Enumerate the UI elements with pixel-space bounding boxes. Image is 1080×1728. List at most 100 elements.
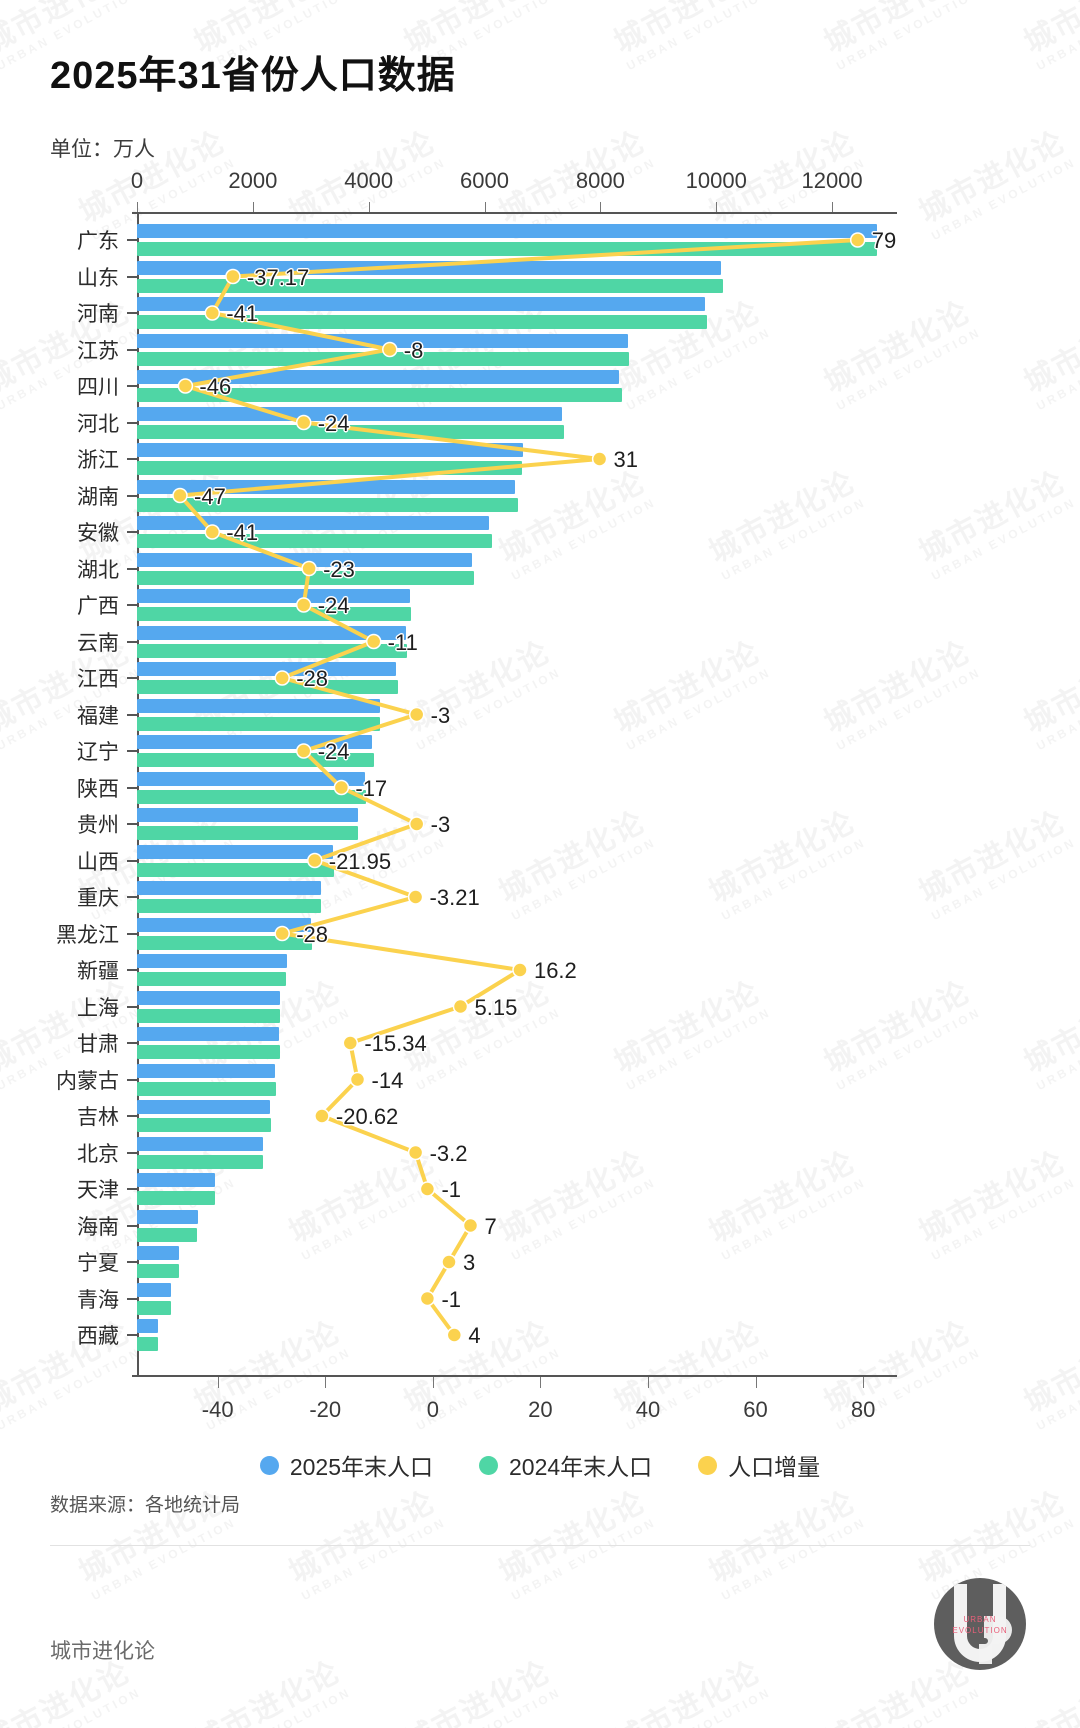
bar-2025-海南 — [137, 1209, 198, 1224]
growth-value-label-湖南: -47 — [194, 483, 226, 509]
bottom-axis-tick-label: 80 — [850, 1397, 876, 1422]
legend-item-0[interactable]: 2025年末人口 — [259, 1448, 433, 1482]
growth-value-label-山西: -21.95 — [328, 848, 392, 874]
top-axis-tick — [484, 202, 486, 212]
bar-2025-江苏 — [137, 333, 629, 348]
category-tick — [127, 421, 137, 424]
growth-value-label-吉林: -20.62 — [335, 1104, 399, 1129]
legend-label: 2025年末人口 — [289, 1454, 433, 1480]
bottom-axis-tick-label: 20 — [528, 1397, 553, 1422]
growth-value-label-江苏: -8 — [403, 337, 424, 363]
category-label-陕西: 陕西 — [77, 777, 119, 801]
growth-value-label-四川: -46 — [199, 374, 232, 399]
growth-value-label-重庆: -3.21 — [429, 885, 480, 910]
category-tick — [127, 458, 137, 460]
growth-value-label-河南: -41 — [226, 301, 259, 326]
category-label-湖北: 湖北 — [77, 558, 119, 582]
legend-item-1[interactable]: 2024年末人口 — [479, 1448, 652, 1482]
bar-2025-安徽 — [137, 516, 490, 530]
top-axis-tick — [137, 202, 138, 212]
chart-legend: 2025年末人口 2024年末人口 人口增量 — [0, 1448, 1080, 1482]
growth-value-label-黑龙江: -28 — [296, 921, 329, 947]
category-tick — [127, 1005, 137, 1008]
category-tick — [127, 1078, 137, 1081]
bottom-axis-tick — [755, 1377, 757, 1388]
top-axis-tick-label: 12000 — [801, 168, 863, 193]
category-tick — [127, 385, 137, 387]
growth-point-广东 — [849, 232, 866, 248]
category-tick — [127, 823, 137, 825]
bar-2025-黑龙江 — [137, 917, 311, 932]
category-tick — [127, 275, 137, 278]
category-tick — [127, 312, 137, 314]
bottom-axis-tick — [325, 1377, 327, 1388]
category-tick — [127, 859, 137, 862]
category-label-云南: 云南 — [77, 631, 119, 655]
growth-point-吉林 — [314, 1108, 330, 1124]
category-tick — [127, 786, 137, 789]
legend-item-2[interactable]: 人口增量 — [698, 1448, 820, 1482]
category-label-北京: 北京 — [77, 1142, 119, 1166]
growth-value-label-陕西: -17 — [355, 775, 388, 801]
source-note: 数据来源：各地统计局 — [50, 1495, 241, 1516]
growth-point-北京 — [407, 1144, 424, 1161]
growth-point-陕西 — [333, 779, 350, 796]
category-label-天津: 天津 — [77, 1179, 119, 1202]
category-label-湖南: 湖南 — [77, 485, 119, 509]
growth-value-label-宁夏: 3 — [462, 1250, 476, 1275]
category-tick — [127, 1297, 137, 1300]
category-label-四川: 四川 — [77, 376, 119, 399]
bar-2025-重庆 — [137, 881, 321, 895]
bottom-axis-line — [132, 1375, 897, 1377]
category-label-青海: 青海 — [77, 1288, 119, 1312]
growth-value-label-新疆: 16.2 — [533, 958, 577, 983]
growth-value-label-上海: 5.15 — [474, 994, 518, 1020]
bar-2025-辽宁 — [137, 735, 373, 749]
growth-line-path — [178, 238, 860, 1337]
bar-2025-上海 — [137, 990, 281, 1005]
growth-value-label-天津: -1 — [441, 1177, 461, 1202]
category-tick — [127, 1334, 137, 1336]
bar-2025-福建 — [137, 698, 380, 713]
category-label-安徽: 安徽 — [77, 522, 119, 545]
bar-2025-云南 — [137, 625, 407, 640]
top-axis-tick — [832, 202, 834, 212]
category-tick — [127, 239, 137, 241]
bar-2025-甘肃 — [137, 1027, 279, 1041]
bar-2024-广西 — [137, 607, 412, 621]
bottom-axis-tick-label: 0 — [426, 1397, 439, 1422]
bar-2025-陕西 — [137, 771, 365, 786]
growth-point-湖南 — [172, 487, 188, 504]
bar-2024-北京 — [137, 1154, 264, 1169]
top-axis-tick-label: 8000 — [575, 168, 625, 193]
bar-2025-内蒙古 — [137, 1063, 275, 1078]
growth-point-河南 — [204, 305, 221, 321]
bar-2024-浙江 — [137, 461, 522, 475]
bar-2024-山东 — [137, 278, 723, 293]
bar-2024-湖北 — [137, 570, 474, 585]
category-tick — [127, 348, 137, 351]
bar-2024-河北 — [137, 424, 564, 439]
growth-value-label-河北: -24 — [317, 410, 350, 436]
bar-2024-山西 — [137, 862, 335, 877]
growth-point-广西 — [295, 597, 312, 613]
bar-2024-重庆 — [137, 899, 321, 913]
category-label-西藏: 西藏 — [77, 1325, 119, 1348]
bar-2025-青海 — [137, 1282, 172, 1297]
category-label-山东: 山东 — [77, 266, 119, 290]
bar-2025-山西 — [137, 844, 333, 859]
growth-point-海南 — [462, 1217, 479, 1234]
urban-evolution-logo-icon: URBAN EVOLUTION — [934, 1578, 1026, 1670]
category-tick — [127, 713, 137, 716]
bar-2024-黑龙江 — [137, 935, 313, 950]
bar-2024-四川 — [137, 388, 623, 402]
category-label-新疆: 新疆 — [77, 960, 119, 983]
growth-point-宁夏 — [441, 1254, 457, 1270]
bottom-axis-tick-label: -40 — [201, 1397, 234, 1422]
category-tick — [127, 1151, 137, 1154]
category-tick — [127, 1188, 137, 1190]
